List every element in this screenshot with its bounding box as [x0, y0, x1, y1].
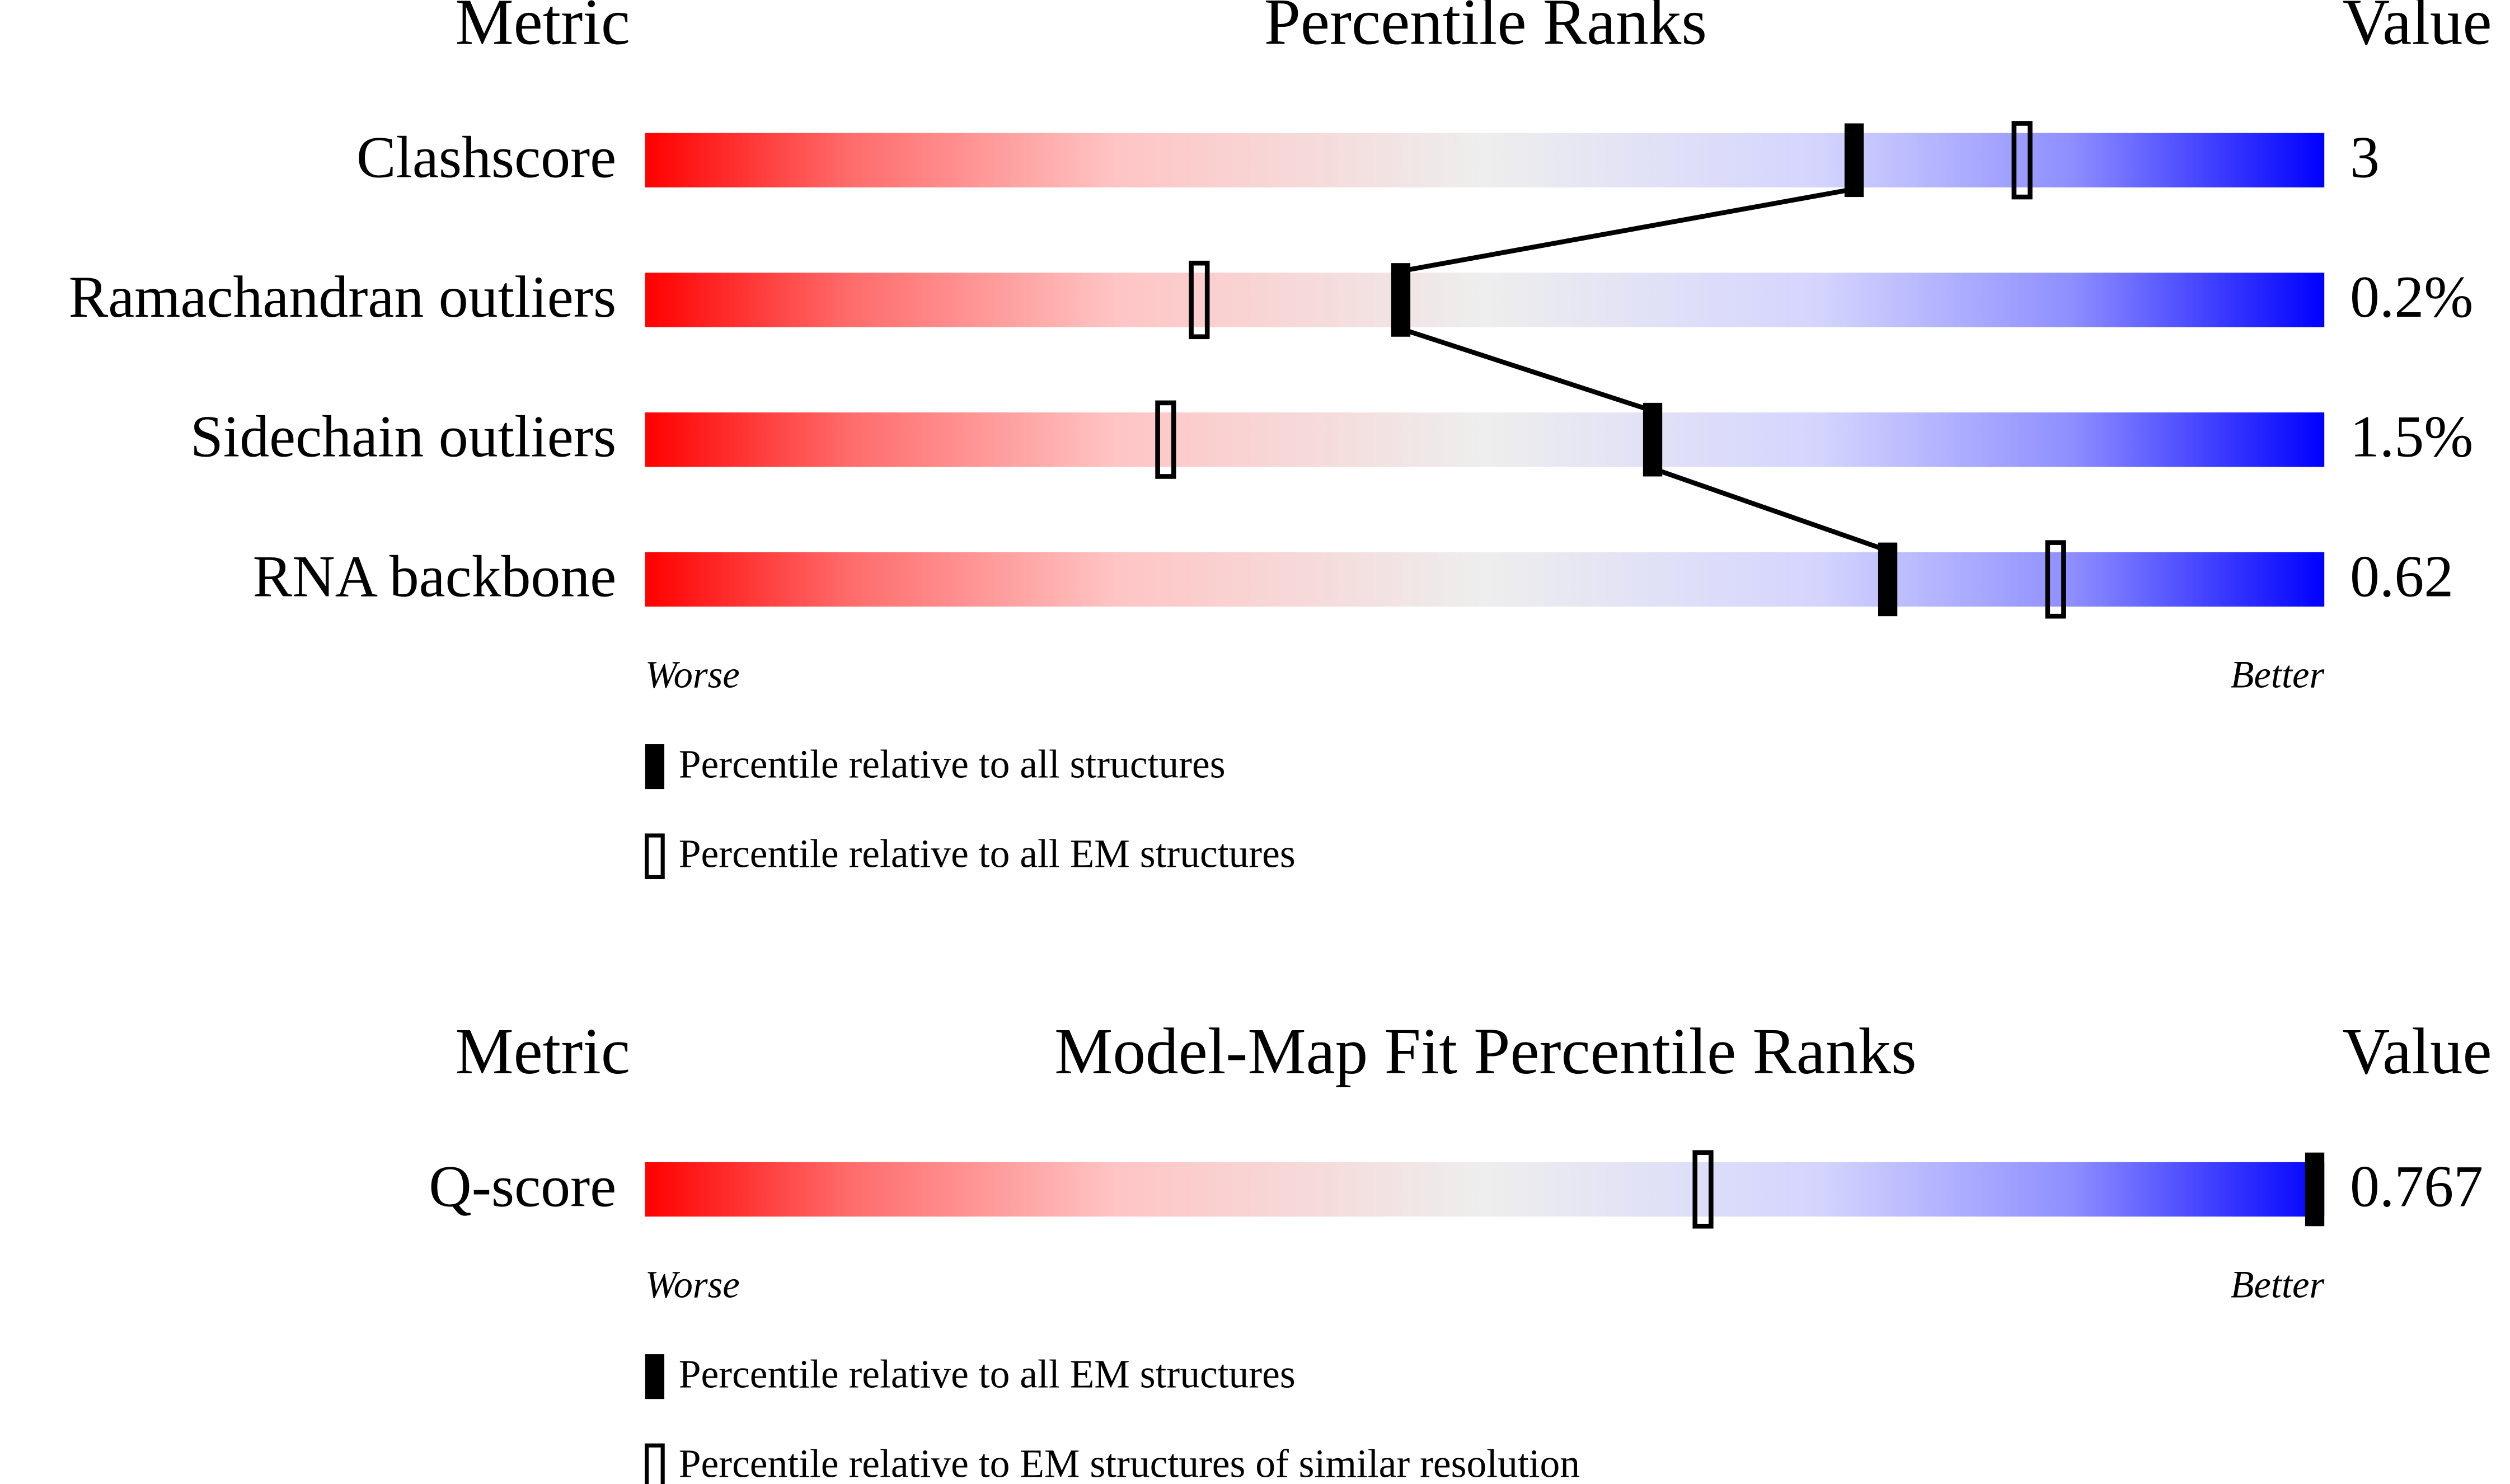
percentile-marker [1391, 263, 1411, 337]
slider-bar [645, 412, 2325, 467]
metric-header: Metric [455, 0, 630, 59]
percentile-marker-open [2045, 540, 2066, 619]
connector-line [1400, 186, 1855, 274]
metric-value: 0.62 [2350, 543, 2453, 609]
metric-label: Q-score [429, 1153, 616, 1219]
percentile-marker-open [1155, 400, 1176, 479]
percentile-marker [1844, 123, 1864, 198]
connector-line [1400, 326, 1654, 414]
percentile-marker [1643, 402, 1663, 477]
metric-value: 0.2% [2350, 264, 2473, 330]
slider-bar [645, 133, 2325, 187]
metric-value: 0.767 [2350, 1153, 2483, 1219]
metric-label: Clashscore [356, 124, 616, 190]
value-header: Value [2343, 0, 2492, 59]
worse-label: Worse [645, 653, 740, 696]
chart-title: Percentile Ranks [1264, 0, 1707, 59]
percentile-marker-open [1692, 1150, 1714, 1229]
legend-swatch [644, 1443, 665, 1484]
metric-header: Metric [455, 1015, 630, 1088]
legend-label: Percentile relative to EM structures of … [679, 1442, 1580, 1484]
slider-bar [645, 273, 2325, 327]
worse-label: Worse [645, 1264, 740, 1306]
chart-title: Model-Map Fit Percentile Ranks [1054, 1015, 1917, 1088]
metric-label: RNA backbone [253, 543, 617, 609]
slider-bar [645, 552, 2325, 607]
percentile-marker-open [2011, 121, 2033, 200]
legend-swatch [645, 1354, 665, 1400]
value-header: Value [2343, 1015, 2492, 1088]
slider-bar [645, 1162, 2325, 1217]
legend-label: Percentile relative to all structures [679, 742, 1226, 786]
legend-swatch [645, 744, 665, 790]
percentile-marker-open [1189, 260, 1210, 340]
connector-line [1652, 466, 1889, 553]
percentile-marker [2305, 1152, 2325, 1227]
percentile-marker [1878, 542, 1898, 617]
metric-label: Sidechain outliers [190, 404, 616, 469]
better-label: Better [2231, 653, 2325, 696]
metric-value: 1.5% [2350, 404, 2473, 469]
metric-label: Ramachandran outliers [69, 264, 617, 330]
legend-swatch [644, 833, 665, 879]
better-label: Better [2231, 1264, 2325, 1306]
legend-label: Percentile relative to all EM structures [679, 1352, 1296, 1396]
metric-value: 3 [2350, 124, 2380, 190]
legend-label: Percentile relative to all EM structures [679, 832, 1296, 876]
